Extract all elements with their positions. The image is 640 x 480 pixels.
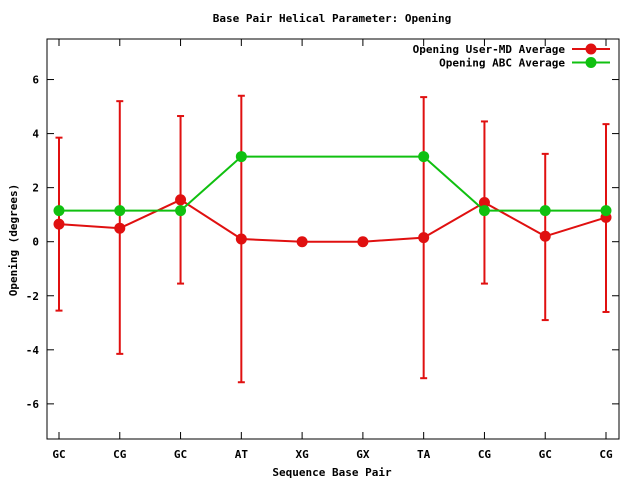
chart-title: Base Pair Helical Parameter: Opening xyxy=(213,12,451,25)
data-point-0 xyxy=(175,194,187,206)
legend-label: Opening User-MD Average xyxy=(413,43,566,56)
data-point-0 xyxy=(357,236,369,248)
x-tick-label: XG xyxy=(295,448,309,461)
x-tick-label: TA xyxy=(417,448,431,461)
y-tick-label: -6 xyxy=(26,398,40,411)
plot-frame xyxy=(46,38,620,440)
x-tick-label: CG xyxy=(599,448,613,461)
data-point-1 xyxy=(235,151,247,163)
data-point-0 xyxy=(53,218,65,230)
x-axis-label: Sequence Base Pair xyxy=(272,466,392,479)
data-point-0 xyxy=(296,236,308,248)
legend-marker xyxy=(585,57,597,68)
y-tick-label: 0 xyxy=(32,236,39,249)
axis-ticks: -6 -4 -2 0 2 4 6 GC CG GC AT XG GX TA CG GC CG xyxy=(26,39,619,461)
data-point-1 xyxy=(478,205,490,217)
x-tick-label: GC xyxy=(52,448,65,461)
data-point-1 xyxy=(175,205,187,217)
data-point-1 xyxy=(539,205,551,217)
data-point-0 xyxy=(539,230,551,242)
data-point-0 xyxy=(418,232,430,244)
x-tick-label: CG xyxy=(478,448,492,461)
data-point-1 xyxy=(114,205,126,217)
data-point-0 xyxy=(478,197,490,209)
y-tick-label: 4 xyxy=(32,128,39,141)
x-tick-label: GX xyxy=(356,448,370,461)
data-point-1 xyxy=(418,151,430,163)
y-tick-label: -4 xyxy=(26,344,40,357)
data-marks xyxy=(53,94,612,384)
y-tick-label: 2 xyxy=(32,182,39,195)
data-point-1 xyxy=(53,205,65,217)
x-tick-label: GC xyxy=(174,448,187,461)
x-tick-label: GC xyxy=(539,448,552,461)
x-tick-label: CG xyxy=(113,448,127,461)
legend-label: Opening ABC Average xyxy=(439,57,565,70)
legend-marker xyxy=(585,43,597,55)
x-tick-label: AT xyxy=(235,448,249,461)
data-point-1 xyxy=(600,205,612,217)
y-axis-label: Opening (degrees) xyxy=(7,184,20,297)
data-point-0 xyxy=(114,222,126,234)
series-line-1 xyxy=(59,155,606,212)
data-point-0 xyxy=(235,233,247,245)
y-tick-label: -2 xyxy=(26,290,39,303)
series-line-0 xyxy=(58,198,607,243)
y-tick-label: 6 xyxy=(32,74,39,87)
